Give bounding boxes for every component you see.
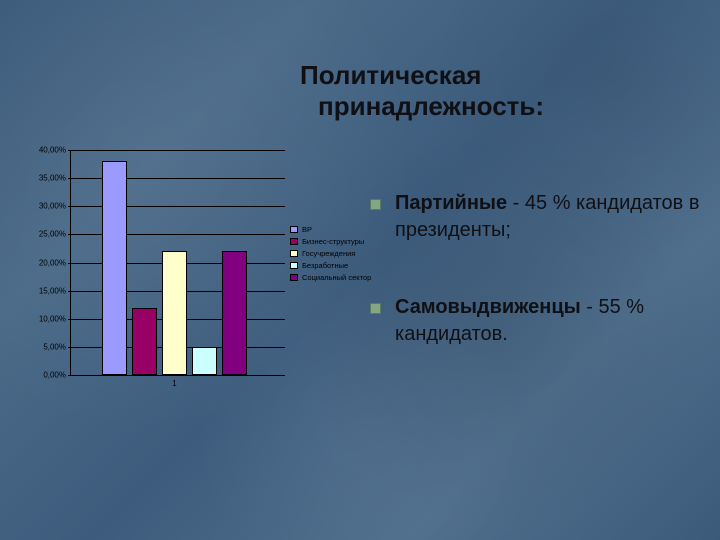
chart-y-label: 20,00% — [26, 258, 66, 267]
legend-label: Безработные — [302, 261, 348, 270]
chart-y-label: 0,00% — [26, 371, 66, 380]
chart-y-label: 5,00% — [26, 342, 66, 351]
chart-gridline — [70, 375, 285, 376]
chart-y-label: 25,00% — [26, 230, 66, 239]
legend-item-1: Бизнес-структуры — [290, 237, 371, 246]
legend-swatch-icon — [290, 238, 298, 245]
chart-legend: ВР Бизнес-структуры Госучреждения Безработн… — [290, 225, 371, 285]
legend-item-3: Безработные — [290, 261, 371, 270]
legend-item-2: Госучреждения — [290, 249, 371, 258]
chart-y-label: 40,00% — [26, 146, 66, 155]
chart-y-label: 30,00% — [26, 202, 66, 211]
chart-bar-4 — [222, 251, 247, 375]
title-line-1: Политическая — [300, 60, 544, 91]
chart-y-label: 10,00% — [26, 314, 66, 323]
chart-y-axis — [70, 150, 71, 375]
square-bullet-icon — [370, 303, 381, 314]
chart-y-label: 15,00% — [26, 286, 66, 295]
legend-item-4: Социальный сектор — [290, 273, 371, 282]
chart-bar-2 — [162, 251, 187, 375]
square-bullet-icon — [370, 199, 381, 210]
legend-swatch-icon — [290, 262, 298, 269]
page-title: Политическая принадлежность: — [300, 60, 544, 122]
legend-label: Бизнес-структуры — [302, 237, 364, 246]
chart-bar-1 — [132, 308, 157, 376]
bullet-item-0: Партийные - 45 % кандидатов в президенты… — [370, 190, 700, 244]
bullet-text: Партийные - 45 % кандидатов в президенты… — [395, 190, 700, 244]
chart-y-label: 35,00% — [26, 174, 66, 183]
chart-plot-area — [70, 150, 285, 375]
chart-x-label: 1 — [165, 379, 185, 388]
chart-y-tick — [68, 375, 72, 376]
legend-item-0: ВР — [290, 225, 371, 234]
legend-swatch-icon — [290, 250, 298, 257]
legend-label: ВР — [302, 225, 312, 234]
chart-gridline — [70, 150, 285, 151]
bar-chart: ВР Бизнес-структуры Госучреждения Безработн… — [28, 150, 368, 400]
title-line-2: принадлежность: — [300, 91, 544, 122]
bullet-item-1: Самовыдвиженцы - 55 % кандидатов. — [370, 294, 700, 348]
chart-bar-3 — [192, 347, 217, 375]
bullet-text: Самовыдвиженцы - 55 % кандидатов. — [395, 294, 700, 348]
legend-label: Госучреждения — [302, 249, 355, 258]
bullet-list: Партийные - 45 % кандидатов в президенты… — [370, 190, 700, 398]
legend-label: Социальный сектор — [302, 273, 371, 282]
legend-swatch-icon — [290, 274, 298, 281]
chart-bar-0 — [102, 161, 127, 375]
legend-swatch-icon — [290, 226, 298, 233]
